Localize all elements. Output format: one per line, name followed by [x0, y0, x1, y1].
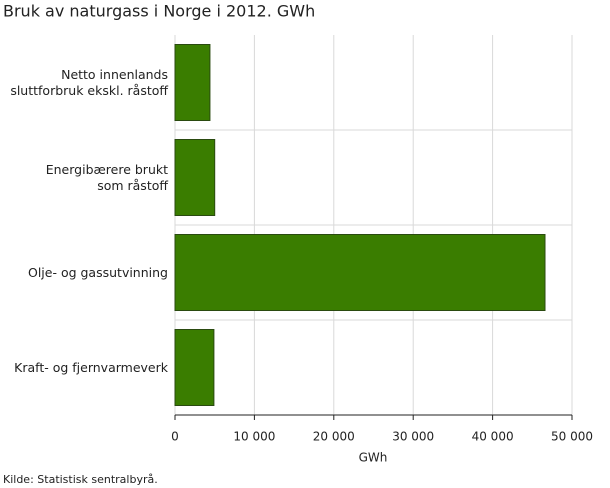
bar [174, 44, 211, 121]
chart-title: Bruk av naturgass i Norge i 2012. GWh [3, 2, 315, 21]
x-tick-label: 40 000 [472, 430, 514, 444]
source: Kilde: Statistisk sentralbyrå. [3, 473, 158, 486]
y-tick-label: Netto innenlands sluttforbruk ekskl. rås… [10, 66, 168, 98]
bar [174, 139, 216, 216]
x-axis-label: GWh [359, 451, 388, 465]
y-tick-label: Olje- og gassutvinning [27, 264, 168, 280]
x-tick-label: 50 000 [551, 430, 593, 444]
bar [174, 234, 546, 311]
x-tick-label: 10 000 [233, 430, 275, 444]
x-tick-label: 0 [171, 430, 179, 444]
bar [174, 329, 215, 406]
y-tick-label: Energibærere brukt som råstoff [45, 161, 168, 193]
x-tick-label: 20 000 [313, 430, 355, 444]
y-tick-label: Kraft- og fjernvarmeverk [14, 359, 168, 375]
x-tick-label: 30 000 [392, 430, 434, 444]
